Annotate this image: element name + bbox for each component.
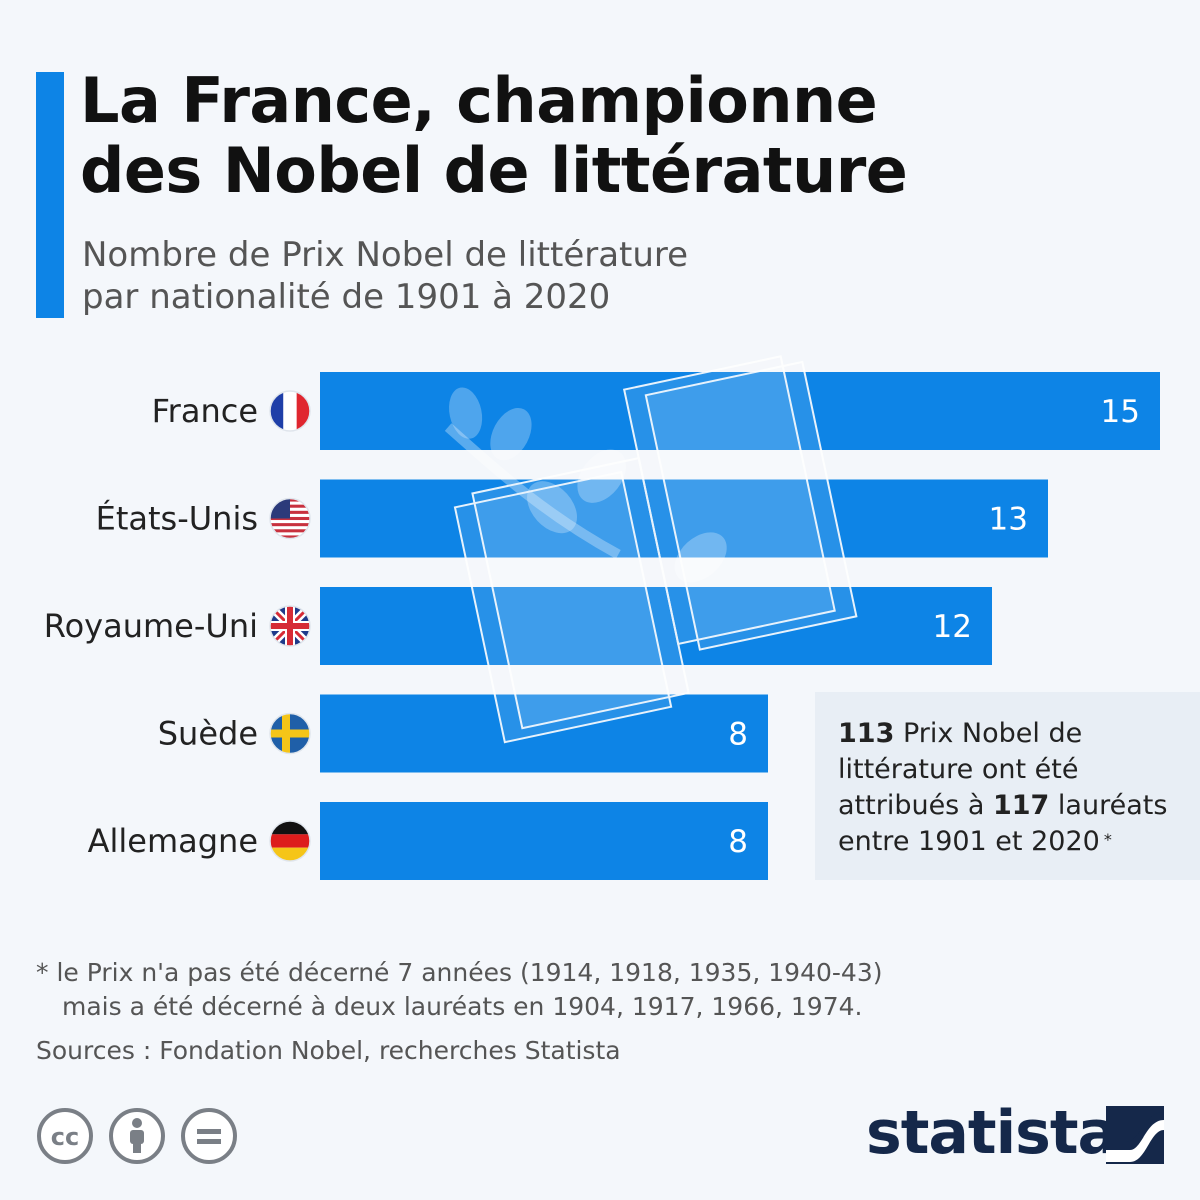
info-text-1: Prix Nobel de littérature ont été attrib… [838, 718, 1083, 821]
cc-icon[interactable]: cc [36, 1107, 94, 1165]
logo-text: statista [866, 1098, 1118, 1168]
flag-uk-icon [269, 605, 311, 647]
statista-logo: statista [866, 1098, 1166, 1168]
value-label: 13 [989, 502, 1028, 538]
info-num-prizes: 113 [838, 718, 895, 749]
page-subtitle: Nombre de Prix Nobel de littérature par … [82, 235, 689, 317]
footnote-line-2: mais a été décerné à deux lauréats en 19… [62, 992, 863, 1021]
book-illustration-icon [444, 355, 858, 744]
value-label: 12 [933, 609, 972, 645]
category-label: France [152, 392, 258, 430]
value-label: 8 [728, 717, 748, 753]
info-box: 113 Prix Nobel de littérature ont été at… [815, 692, 1200, 880]
license-icons: cc [36, 1107, 238, 1165]
category-label: États-Unis [96, 500, 258, 538]
bar-2 [320, 479, 1048, 558]
category-label: Allemagne [88, 822, 258, 860]
info-footnote-mark: * [1103, 830, 1112, 849]
bar-1 [320, 372, 1160, 450]
bar-3 [320, 587, 992, 665]
flag-germany-icon [269, 820, 311, 862]
category-label: Suède [158, 715, 258, 753]
nd-icon[interactable] [180, 1107, 238, 1165]
footnote: * le Prix n'a pas été décerné 7 années (… [36, 956, 1036, 1024]
accent-bar [36, 72, 64, 318]
by-icon[interactable] [108, 1107, 166, 1165]
page-title: La France, championne des Nobel de litté… [80, 64, 908, 207]
info-text-2: lauréats entre 1901 et 2020 [838, 790, 1168, 857]
flag-usa-icon [269, 497, 311, 540]
info-num-laureates: 117 [992, 790, 1050, 821]
statista-logo-icon [1106, 1106, 1164, 1164]
flag-france-icon [269, 390, 311, 432]
sources: Sources : Fondation Nobel, recherches St… [36, 1036, 621, 1065]
value-label: 8 [728, 824, 748, 860]
category-label: Royaume-Uni [44, 607, 258, 645]
bar-5 [320, 802, 768, 880]
bar-chart: France 15 États-Unis 13 Royaume-Uni 12 Suède 8 A… [44, 355, 1160, 880]
footnote-line-1: * le Prix n'a pas été décerné 7 années (… [36, 958, 883, 987]
flag-sweden-icon [269, 712, 311, 755]
value-label: 15 [1101, 394, 1140, 430]
svg-text:cc: cc [51, 1123, 79, 1151]
